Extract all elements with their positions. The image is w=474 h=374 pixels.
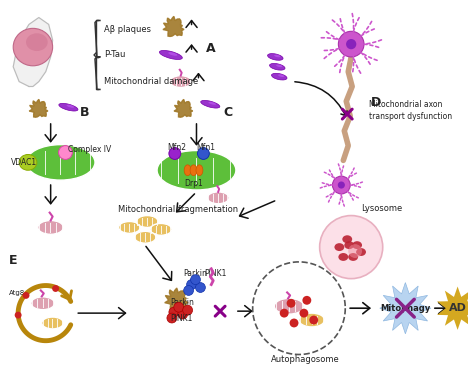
Ellipse shape: [274, 55, 281, 57]
Circle shape: [169, 307, 179, 317]
Ellipse shape: [344, 241, 354, 249]
Circle shape: [280, 309, 289, 318]
Text: Mitophagy: Mitophagy: [380, 304, 430, 313]
Text: Parkin: Parkin: [170, 298, 194, 307]
Text: Mitochondrial damage: Mitochondrial damage: [104, 77, 198, 86]
Polygon shape: [165, 288, 188, 310]
Circle shape: [195, 283, 205, 292]
Circle shape: [174, 302, 184, 312]
Text: Parkin: Parkin: [184, 269, 208, 278]
Circle shape: [15, 312, 22, 319]
Text: Lysosome: Lysosome: [361, 204, 402, 213]
Circle shape: [198, 148, 210, 159]
Ellipse shape: [19, 154, 37, 170]
Ellipse shape: [59, 103, 78, 111]
Text: C: C: [223, 106, 232, 119]
Text: A: A: [206, 42, 216, 55]
Text: B: B: [80, 106, 90, 119]
Ellipse shape: [276, 64, 283, 67]
Ellipse shape: [170, 76, 191, 88]
Circle shape: [167, 313, 177, 323]
Polygon shape: [174, 99, 193, 117]
Text: Atg8: Atg8: [9, 290, 26, 296]
Text: Mitochondrial fragmentation: Mitochondrial fragmentation: [118, 205, 238, 214]
Polygon shape: [13, 18, 53, 86]
Ellipse shape: [268, 53, 283, 60]
Ellipse shape: [31, 297, 55, 310]
Text: VDAC1: VDAC1: [11, 158, 37, 167]
Ellipse shape: [118, 221, 140, 233]
Ellipse shape: [38, 221, 64, 234]
Circle shape: [182, 305, 192, 315]
Ellipse shape: [135, 232, 156, 243]
Ellipse shape: [184, 165, 191, 176]
Circle shape: [290, 319, 299, 327]
Circle shape: [300, 309, 308, 318]
Ellipse shape: [26, 33, 48, 51]
Polygon shape: [29, 99, 48, 117]
Circle shape: [338, 31, 364, 57]
Ellipse shape: [150, 223, 172, 235]
Ellipse shape: [274, 298, 304, 314]
Polygon shape: [380, 283, 431, 334]
Circle shape: [338, 181, 345, 188]
Circle shape: [187, 280, 197, 289]
Text: Autophagosome: Autophagosome: [272, 355, 340, 364]
Ellipse shape: [13, 28, 53, 66]
Ellipse shape: [299, 313, 325, 327]
Text: E: E: [9, 254, 18, 267]
Circle shape: [310, 316, 318, 325]
Ellipse shape: [137, 215, 158, 227]
Ellipse shape: [342, 235, 352, 243]
Ellipse shape: [196, 165, 203, 176]
Ellipse shape: [209, 102, 216, 105]
Ellipse shape: [66, 105, 74, 108]
Ellipse shape: [42, 317, 64, 329]
Circle shape: [346, 39, 356, 49]
Polygon shape: [437, 286, 474, 330]
Ellipse shape: [207, 192, 229, 204]
Circle shape: [302, 296, 311, 305]
Text: Mfn1: Mfn1: [197, 143, 216, 152]
Ellipse shape: [270, 64, 285, 70]
Ellipse shape: [26, 145, 95, 180]
Text: Mitochondrial axon
transport dysfunction: Mitochondrial axon transport dysfunction: [369, 99, 452, 121]
Text: P-Tau: P-Tau: [104, 50, 125, 59]
Circle shape: [23, 292, 29, 299]
Ellipse shape: [352, 241, 362, 249]
Text: Mfn2: Mfn2: [167, 143, 186, 152]
Ellipse shape: [338, 253, 348, 261]
Circle shape: [178, 309, 188, 319]
Ellipse shape: [190, 165, 197, 176]
Circle shape: [332, 176, 350, 194]
Text: Drp1: Drp1: [185, 178, 203, 187]
Circle shape: [287, 299, 295, 308]
Text: PINK1: PINK1: [170, 314, 192, 323]
Text: Aβ plaques: Aβ plaques: [104, 25, 151, 34]
Circle shape: [319, 215, 383, 279]
Circle shape: [184, 285, 193, 295]
Ellipse shape: [168, 52, 177, 56]
Text: PINK1: PINK1: [204, 269, 227, 278]
Ellipse shape: [201, 100, 220, 108]
Ellipse shape: [272, 73, 287, 80]
Ellipse shape: [335, 243, 344, 251]
Ellipse shape: [157, 151, 236, 190]
Text: D: D: [371, 96, 381, 109]
Text: Complex IV: Complex IV: [68, 145, 112, 154]
Circle shape: [191, 275, 201, 285]
Circle shape: [169, 148, 181, 159]
Ellipse shape: [356, 248, 366, 256]
Text: AD: AD: [449, 303, 466, 313]
Circle shape: [348, 244, 362, 258]
Ellipse shape: [159, 50, 182, 59]
Ellipse shape: [278, 74, 284, 77]
Circle shape: [58, 145, 73, 159]
Polygon shape: [163, 16, 184, 36]
Ellipse shape: [348, 253, 358, 261]
Circle shape: [52, 285, 59, 292]
